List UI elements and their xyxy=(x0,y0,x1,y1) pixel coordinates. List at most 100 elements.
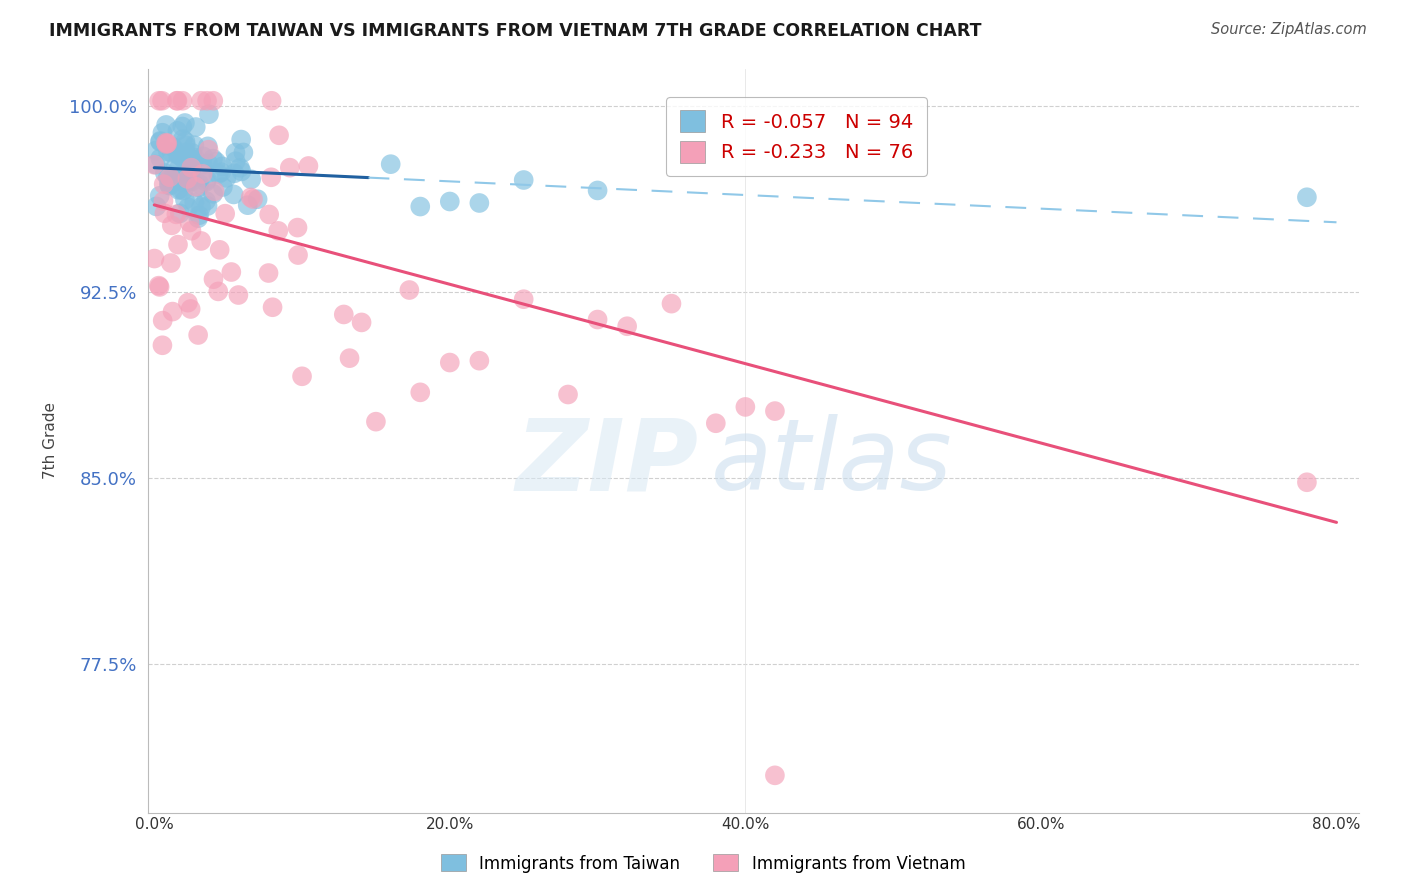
Point xyxy=(734,400,756,414)
Point xyxy=(167,237,190,252)
Point xyxy=(191,167,214,181)
Point xyxy=(225,154,247,169)
Point xyxy=(169,206,191,220)
Point xyxy=(181,145,204,160)
Point xyxy=(143,158,166,172)
Point xyxy=(195,94,218,108)
Point xyxy=(183,138,205,153)
Point xyxy=(167,148,190,162)
Point xyxy=(181,174,204,188)
Point xyxy=(212,180,235,194)
Point xyxy=(224,145,246,160)
Point xyxy=(190,234,212,248)
Point xyxy=(162,140,184,154)
Point xyxy=(155,118,177,132)
Text: IMMIGRANTS FROM TAIWAN VS IMMIGRANTS FROM VIETNAM 7TH GRADE CORRELATION CHART: IMMIGRANTS FROM TAIWAN VS IMMIGRANTS FRO… xyxy=(49,22,981,40)
Point xyxy=(167,161,190,176)
Text: ZIP: ZIP xyxy=(516,415,699,511)
Legend: R = -0.057   N = 94, R = -0.233   N = 76: R = -0.057 N = 94, R = -0.233 N = 76 xyxy=(666,97,927,177)
Point xyxy=(291,369,314,384)
Point xyxy=(380,157,402,171)
Point xyxy=(143,252,166,266)
Point xyxy=(157,177,180,191)
Point xyxy=(204,184,226,198)
Point xyxy=(195,175,218,189)
Point xyxy=(179,215,201,229)
Point xyxy=(222,187,245,202)
Point xyxy=(586,312,609,326)
Point xyxy=(232,145,254,160)
Point xyxy=(211,159,233,173)
Point xyxy=(260,170,283,185)
Point xyxy=(350,315,373,329)
Point xyxy=(184,179,207,194)
Point xyxy=(267,224,290,238)
Point xyxy=(188,177,211,191)
Point xyxy=(149,189,172,203)
Point xyxy=(145,199,167,213)
Point xyxy=(160,219,183,233)
Point xyxy=(163,169,186,183)
Point xyxy=(236,198,259,212)
Point xyxy=(162,304,184,318)
Point xyxy=(398,283,420,297)
Point xyxy=(201,152,224,166)
Point xyxy=(167,183,190,197)
Point xyxy=(202,94,225,108)
Point xyxy=(180,164,202,178)
Point xyxy=(209,165,232,179)
Point xyxy=(197,199,219,213)
Point xyxy=(195,194,218,208)
Point xyxy=(246,192,269,206)
Point xyxy=(239,190,262,204)
Point xyxy=(145,144,167,158)
Point xyxy=(174,145,197,160)
Point xyxy=(208,243,231,257)
Point xyxy=(166,94,188,108)
Point xyxy=(240,172,263,186)
Point xyxy=(169,173,191,187)
Point xyxy=(174,116,197,130)
Point xyxy=(173,153,195,167)
Point xyxy=(152,338,174,352)
Point xyxy=(184,151,207,165)
Point xyxy=(512,292,534,306)
Point xyxy=(202,186,225,201)
Point xyxy=(215,170,238,185)
Point xyxy=(197,139,219,153)
Point xyxy=(242,192,264,206)
Point xyxy=(231,164,253,178)
Point xyxy=(207,285,229,299)
Text: atlas: atlas xyxy=(711,415,953,511)
Point xyxy=(174,135,197,149)
Point xyxy=(177,295,200,310)
Point xyxy=(160,145,183,160)
Point xyxy=(191,158,214,172)
Point xyxy=(153,206,176,220)
Point xyxy=(214,207,236,221)
Point xyxy=(187,211,209,226)
Point xyxy=(616,319,638,334)
Text: Source: ZipAtlas.com: Source: ZipAtlas.com xyxy=(1211,22,1367,37)
Point xyxy=(207,167,229,181)
Point xyxy=(187,180,209,194)
Point xyxy=(339,351,361,366)
Point xyxy=(150,94,173,108)
Point xyxy=(278,161,301,175)
Point xyxy=(174,170,197,185)
Point xyxy=(149,134,172,148)
Point xyxy=(184,120,207,134)
Point xyxy=(195,173,218,187)
Point xyxy=(193,149,215,163)
Point xyxy=(224,166,246,180)
Point xyxy=(179,155,201,169)
Point xyxy=(172,120,194,134)
Point xyxy=(183,153,205,168)
Point xyxy=(557,387,579,401)
Legend: Immigrants from Taiwan, Immigrants from Vietnam: Immigrants from Taiwan, Immigrants from … xyxy=(434,847,972,880)
Point xyxy=(198,107,221,121)
Point xyxy=(167,148,190,162)
Point xyxy=(169,182,191,196)
Point xyxy=(160,256,183,270)
Point xyxy=(177,175,200,189)
